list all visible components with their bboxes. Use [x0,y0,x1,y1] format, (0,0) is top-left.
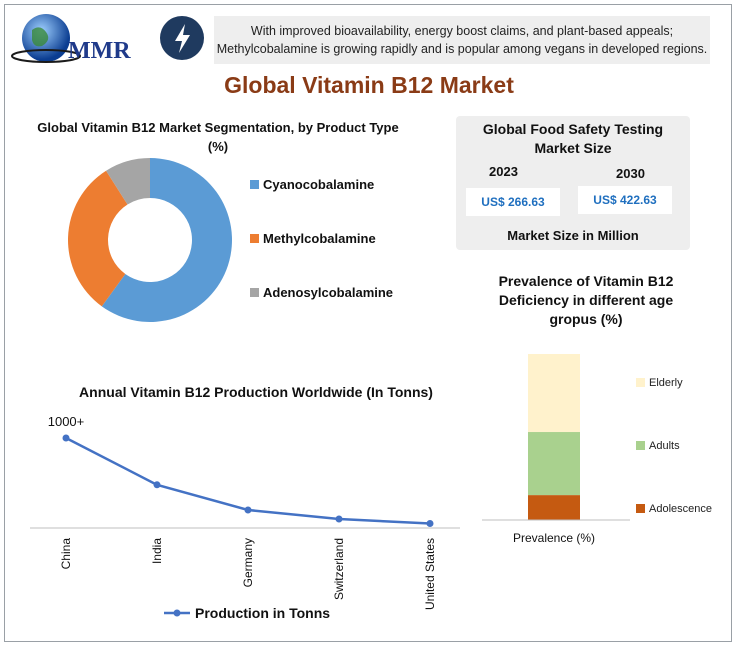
bar-segment-adults [528,432,580,496]
legend-item-methylcobalamine: Methylcobalamine [250,230,376,248]
legend-swatch [250,234,259,244]
globe-icon: MMR [11,14,131,64]
prevalence-title-line-2: Deficiency in different age [498,292,674,308]
prevalence-stacked-bar-chart: Prevalence (%) Elderly Adults Adolescence [482,354,712,545]
segmentation-title-line-1: Global Vitamin B12 Market Segmentation, … [37,120,399,135]
legend-label-adolescence: Adolescence [649,503,712,515]
legend-marker [173,609,181,617]
food-safety-footer: Market Size in Million [507,228,639,243]
segmentation-title-line-2: (%) [207,139,229,154]
legend-label-elderly: Elderly [649,377,683,389]
data-point-china [62,434,70,442]
legend-swatch-elderly [636,378,645,387]
lightning-icon [160,16,204,60]
prevalence-title-line-1: Prevalence of Vitamin B12 [498,273,674,289]
segmentation-donut-chart [68,158,233,322]
x-tick-label-switzerland: Switzerland [332,538,346,600]
data-point-switzerland [335,515,343,523]
value-2030: US$ 422.63 [578,186,672,214]
x-tick-label-china: China [59,538,73,570]
legend-label-adults: Adults [649,440,680,452]
bar-segment-adolescence [528,495,580,520]
legend-item-adenosylcobalamine: Adenosylcobalamine [250,284,393,302]
logo-text: MMR [68,38,131,64]
legend-item-cyanocobalamine: Cyanocobalamine [250,176,374,194]
bar-x-label: Prevalence (%) [513,531,595,545]
legend-swatch-adults [636,441,645,450]
banner-line-1: With improved bioavailability, energy bo… [250,24,674,38]
legend-swatch-adolescence [636,504,645,513]
year-2030: 2030 [616,166,645,181]
insight-banner: With improved bioavailability, energy bo… [214,16,710,64]
prevalence-chart-title: Prevalence of Vitamin B12 Deficiency in … [476,272,696,329]
food-safety-title: Global Food Safety Testing Market Size [456,120,690,158]
production-chart-title: Annual Vitamin B12 Production Worldwide … [79,384,433,400]
legend-label: Methylcobalamine [263,231,376,246]
data-label-china: 1000+ [48,414,85,429]
food-safety-title-line-1: Global Food Safety Testing [482,121,664,137]
page-title: Global Vitamin B12 Market [224,72,514,98]
value-2023: US$ 266.63 [466,188,560,216]
production-line-chart: 1000+ China India Germany Switzerland United … [30,414,460,621]
legend-swatch [250,288,259,298]
year-2023: 2023 [489,164,518,179]
food-safety-title-line-2: Market Size [534,140,612,156]
mmr-logo: MMR [10,10,140,72]
data-point-germany [244,506,252,514]
x-tick-label-india: India [150,538,164,564]
prevalence-title-line-3: gropus (%) [549,311,623,327]
donut-slice-methylcobalamine [68,170,128,307]
legend-swatch [250,180,259,190]
bar-segment-elderly [528,354,580,433]
food-safety-panel: Global Food Safety Testing Market Size 2… [456,116,690,250]
segmentation-chart-title: Global Vitamin B12 Market Segmentation, … [30,118,406,156]
data-point-india [153,481,161,489]
donut-slice-cyanocobalamine [101,158,233,322]
legend-label: Adenosylcobalamine [263,285,394,300]
legend-label: Cyanocobalamine [263,177,375,192]
donut-slice-adenosylcobalamine [106,158,150,205]
banner-line-2: Methylcobalamine is growing rapidly and … [216,42,708,56]
data-point-united-states [426,520,434,527]
x-tick-label-germany: Germany [241,538,255,587]
production-legend: Production in Tonns [164,605,330,621]
x-tick-label-united-states: United States [423,538,437,610]
legend-label-production: Production in Tonns [195,605,330,621]
infographic-frame [4,4,732,642]
